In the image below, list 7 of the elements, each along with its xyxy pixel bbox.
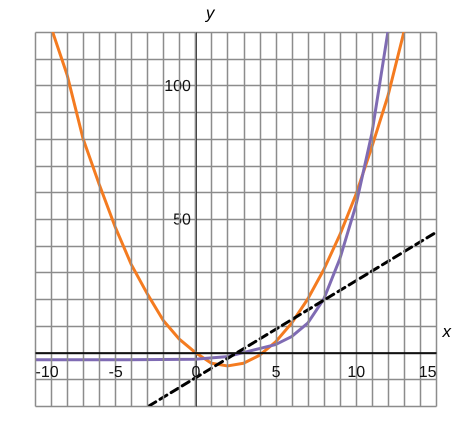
x-tick-label: 5 [272, 364, 281, 382]
x-tick-label: -5 [108, 364, 123, 382]
x-tick-label: 15 [418, 364, 437, 382]
x-tick-label: 10 [347, 364, 366, 382]
x-tick-label: -10 [36, 364, 59, 382]
y-axis-title: y [204, 4, 216, 22]
x-axis-title: x [442, 322, 452, 342]
